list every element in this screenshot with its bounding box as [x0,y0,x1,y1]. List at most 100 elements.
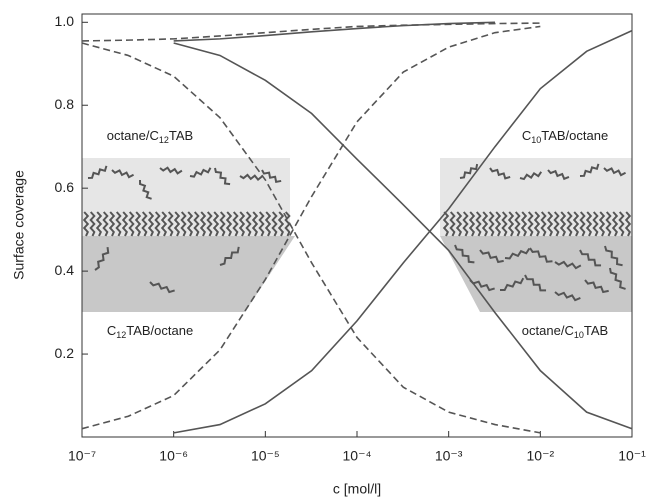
molecule [618,211,625,237]
molecule [533,211,541,237]
curve [173,21,495,42]
annotation: octane/C10TAB [522,323,608,340]
molecule [455,211,463,237]
molecule [585,211,593,237]
molecule [529,247,553,263]
molecule [189,167,212,178]
molecule [566,211,573,237]
annotation-part: TAB [584,323,608,338]
molecule [186,211,194,237]
molecule [238,211,246,237]
molecule [519,171,543,181]
illustration [82,158,632,312]
molecule [232,211,239,237]
molecule [598,211,606,237]
molecule [468,211,476,237]
molecule [499,277,525,291]
molecule [507,211,515,237]
annotation-part: C [522,128,531,143]
molecule [442,211,450,237]
molecule [82,211,90,237]
molecule [277,211,285,237]
molecule [494,211,502,237]
molecule [592,211,599,237]
molecule [141,211,148,237]
molecule [134,211,142,237]
y-tick-label: 0.6 [55,179,75,195]
x-tick-label: 10⁻⁵ [251,448,280,464]
annotation-part: C [107,323,116,338]
molecule [553,211,560,237]
curve [173,29,633,434]
annotation-subscript: 12 [159,135,169,145]
molecule [139,179,152,200]
x-tick-label: 10⁻³ [435,448,463,464]
molecule [193,211,200,237]
molecule [579,249,602,267]
curve [81,25,541,430]
molecule [147,211,155,237]
molecule [245,211,252,237]
annotation: octane/C12TAB [107,128,193,145]
molecule [504,248,531,260]
molecule [547,169,570,181]
molecule [540,211,547,237]
molecule [219,246,240,266]
molecule [264,211,272,237]
molecule [219,211,226,237]
molecule [584,279,609,294]
molecule [108,211,116,237]
curve [81,42,541,434]
molecule [554,260,582,270]
x-tick-label: 10⁻¹ [618,448,646,464]
x-tick-label: 10⁻⁶ [159,448,188,464]
molecule [160,211,168,237]
molecule [603,167,627,177]
molecule [87,165,108,179]
molecule [579,211,586,237]
annotation-part: octane/C [522,323,574,338]
molecule [128,211,135,237]
x-tick-label: 10⁻⁷ [68,448,96,464]
molecule [572,211,580,237]
annotation: C10TAB/octane [522,128,608,145]
molecule [604,245,623,267]
molecule [225,211,233,237]
molecule [154,211,161,237]
molecule [167,211,174,237]
molecule [624,211,632,237]
molecule [559,211,567,237]
molecule [605,211,612,237]
molecule [271,211,278,237]
molecule [459,163,479,179]
interface-region [82,236,295,312]
molecule [94,247,110,271]
molecule [95,211,103,237]
y-tick-label: 1.0 [55,13,75,29]
annotation: C12TAB/octane [107,323,193,340]
molecule [261,169,282,183]
molecule [475,211,482,237]
y-axis-label: Surface coverage [11,170,27,280]
molecule [206,211,213,237]
annotation-part: octane/C [107,128,159,143]
annotation-subscript: 10 [574,330,584,340]
molecule [611,211,619,237]
molecule [180,211,187,237]
x-tick-label: 10⁻⁴ [343,448,372,464]
molecule [514,211,521,237]
molecule [449,211,456,237]
molecule [258,211,265,237]
molecule [173,211,181,237]
annotation-part: TAB/octane [541,128,608,143]
molecule [524,274,547,292]
molecule [214,167,231,186]
molecule [89,211,96,237]
x-tick-label: 10⁻² [527,448,555,464]
y-tick-label: 0.8 [55,96,75,112]
molecule [609,267,626,290]
molecule [159,166,183,175]
molecule [239,173,263,182]
annotation-part: TAB [169,128,193,143]
